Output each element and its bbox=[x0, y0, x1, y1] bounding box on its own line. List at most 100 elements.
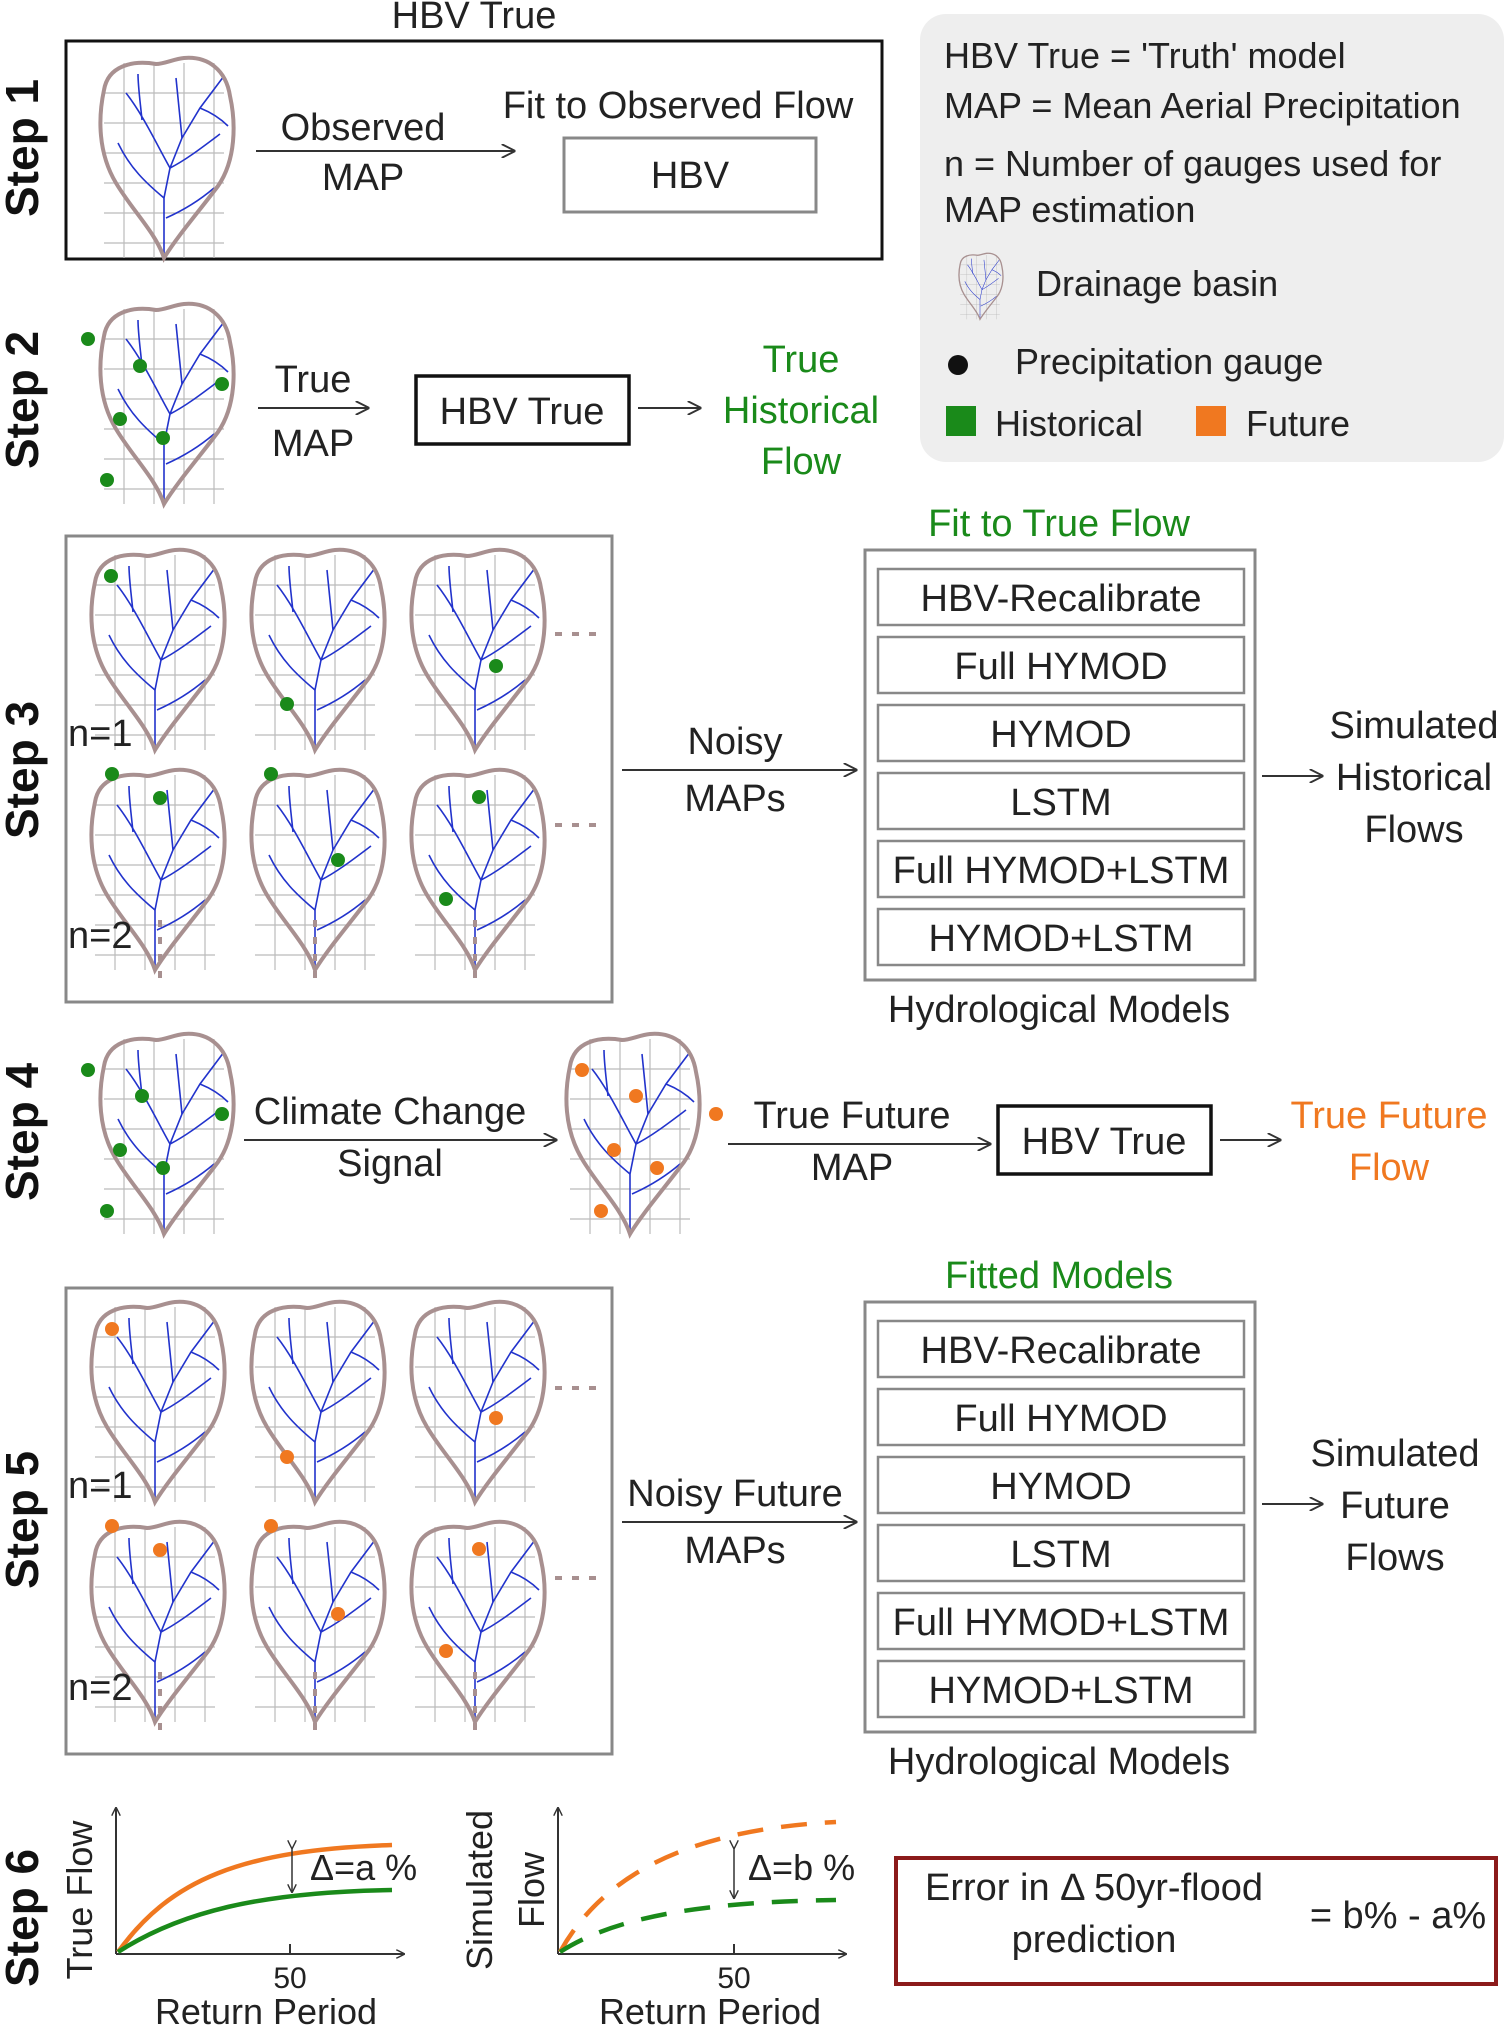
step2-input-line1: True bbox=[275, 359, 352, 401]
plot1-tick: 50 bbox=[273, 1962, 306, 1995]
model-box bbox=[876, 1319, 1246, 1379]
step4-arrow1-line1: Climate Change bbox=[254, 1091, 526, 1133]
step5-n1: n=1 bbox=[68, 1465, 132, 1507]
model-label: HYMOD bbox=[990, 714, 1131, 756]
step3-label: Step 3 bbox=[0, 701, 48, 839]
gauge-dots bbox=[105, 1322, 503, 1658]
true-future-curve bbox=[116, 1842, 393, 1954]
step5-frame bbox=[64, 1286, 614, 1756]
legend-future-label: Future bbox=[1246, 403, 1350, 444]
legend: HBV True = 'Truth' model MAP = Mean Aeri… bbox=[920, 14, 1504, 462]
step5-label: Step 5 bbox=[0, 1451, 48, 1589]
step2-output-line3: Flow bbox=[761, 441, 842, 483]
legend-line1: HBV True = 'Truth' model bbox=[944, 35, 1346, 76]
model-label: HYMOD+LSTM bbox=[929, 918, 1194, 960]
simulated-historical-curve bbox=[558, 1897, 837, 1954]
step3: Step 3 n=1 n=2 Noisy MAPs bbox=[0, 503, 1498, 1031]
plot1-ylabel: True Flow bbox=[59, 1820, 100, 1980]
legend-bg bbox=[920, 14, 1504, 462]
step5-output-line1: Simulated bbox=[1311, 1433, 1480, 1475]
step3-arrow-line2: MAPs bbox=[684, 778, 785, 820]
step3-n1: n=1 bbox=[68, 713, 132, 755]
legend-historical-label: Historical bbox=[995, 403, 1143, 444]
step3-output-line3: Flows bbox=[1364, 809, 1463, 851]
plot2-ylabel1: Simulated bbox=[459, 1810, 500, 1970]
model-box bbox=[876, 771, 1246, 831]
model-label: HYMOD+LSTM bbox=[929, 1670, 1194, 1712]
step4-label: Step 4 bbox=[0, 1063, 48, 1201]
step1-frame bbox=[64, 39, 884, 261]
drainage-basin-icon bbox=[98, 301, 236, 506]
step1-input-line1: Observed bbox=[281, 107, 446, 149]
step4-output-line2: Flow bbox=[1349, 1147, 1430, 1189]
step3-output-line1: Simulated bbox=[1330, 705, 1499, 747]
step1-model-box bbox=[562, 136, 818, 214]
error-formula: = b% - a% bbox=[1310, 1895, 1486, 1937]
model-box bbox=[876, 635, 1246, 695]
legend-basin-label: Drainage basin bbox=[1036, 263, 1278, 304]
step5-output-line2: Future bbox=[1340, 1485, 1450, 1527]
step1-model: HBV bbox=[651, 155, 730, 197]
step3-frame bbox=[64, 534, 614, 1004]
step2-input-line2: MAP bbox=[272, 423, 354, 465]
legend-line4: MAP estimation bbox=[944, 189, 1195, 230]
plot1-delta: Δ=a % bbox=[310, 1847, 417, 1888]
step4: Step 4 Climate Change Signal True Future… bbox=[0, 1031, 1488, 1236]
step4-arrow2-line1: True Future bbox=[753, 1095, 950, 1137]
step1: Step 1 HBV True Observed MAP Fit to Obse… bbox=[0, 0, 884, 261]
plot1: Δ=a % True Flow 50 Return Period bbox=[59, 1808, 417, 2032]
step5-arrow-line1: Noisy Future bbox=[627, 1473, 842, 1515]
step3-n2: n=2 bbox=[68, 915, 132, 957]
model-label: HBV-Recalibrate bbox=[921, 1330, 1202, 1372]
step2-model: HBV True bbox=[440, 391, 605, 433]
legend-gauge-label: Precipitation gauge bbox=[1015, 341, 1323, 382]
model-box bbox=[876, 567, 1246, 627]
step3-header: Fit to True Flow bbox=[928, 503, 1190, 545]
plot2-xlabel: Return Period bbox=[599, 1991, 821, 2028]
model-box bbox=[876, 1659, 1246, 1719]
model-label: Full HYMOD bbox=[954, 646, 1167, 688]
step1-input-line2: MAP bbox=[322, 157, 404, 199]
step2-output-line2: Historical bbox=[723, 390, 879, 432]
step1-fit-label: Fit to Observed Flow bbox=[503, 85, 854, 127]
step5: Step 5 n=1 n=2 Noisy Future MAP bbox=[0, 1255, 1479, 1783]
plot2-delta: Δ=b % bbox=[748, 1847, 855, 1888]
historical-swatch bbox=[946, 406, 976, 436]
step5-header: Fitted Models bbox=[945, 1255, 1173, 1297]
plot2: Δ=b % Simulated Flow 50 Return Period bbox=[459, 1808, 855, 2032]
gauge-dot-icon bbox=[948, 355, 968, 375]
model-label: Full HYMOD bbox=[954, 1398, 1167, 1440]
step4-model: HBV True bbox=[1022, 1121, 1187, 1163]
step3-output-line2: Historical bbox=[1336, 757, 1492, 799]
step2: Step 2 True MAP HBV True True Historical… bbox=[0, 301, 879, 506]
model-box bbox=[876, 1387, 1246, 1447]
true-historical-curve bbox=[116, 1887, 393, 1954]
step4-arrow1-line2: Signal bbox=[337, 1143, 443, 1185]
gauge-dots bbox=[81, 1063, 229, 1218]
step5-arrow-line2: MAPs bbox=[684, 1530, 785, 1572]
step4-model-box bbox=[996, 1104, 1213, 1176]
drainage-basin-icon bbox=[98, 55, 236, 260]
model-box bbox=[876, 1523, 1246, 1583]
step4-output-line1: True Future bbox=[1290, 1095, 1487, 1137]
step2-model-box bbox=[414, 374, 631, 446]
step5-footer: Hydrological Models bbox=[888, 1741, 1230, 1783]
legend-line2: MAP = Mean Aerial Precipitation bbox=[944, 85, 1461, 126]
model-box bbox=[876, 1455, 1246, 1515]
model-box bbox=[876, 839, 1246, 899]
step5-n2: n=2 bbox=[68, 1667, 132, 1709]
step5-model-panel bbox=[863, 1300, 1257, 1734]
error-line2: prediction bbox=[1012, 1919, 1177, 1961]
model-box bbox=[876, 1591, 1246, 1651]
model-label: HYMOD bbox=[990, 1466, 1131, 1508]
model-box bbox=[876, 703, 1246, 763]
step3-model-list: HBV-Recalibrate Full HYMOD HYMOD LSTM Fu… bbox=[876, 567, 1246, 967]
model-label: Full HYMOD+LSTM bbox=[893, 1602, 1230, 1644]
model-label: HBV-Recalibrate bbox=[921, 578, 1202, 620]
step2-output-line1: True bbox=[763, 339, 840, 381]
plot2-tick: 50 bbox=[717, 1962, 750, 1995]
model-box bbox=[876, 907, 1246, 967]
step3-model-panel bbox=[863, 548, 1257, 982]
step5-output-line3: Flows bbox=[1345, 1537, 1444, 1579]
